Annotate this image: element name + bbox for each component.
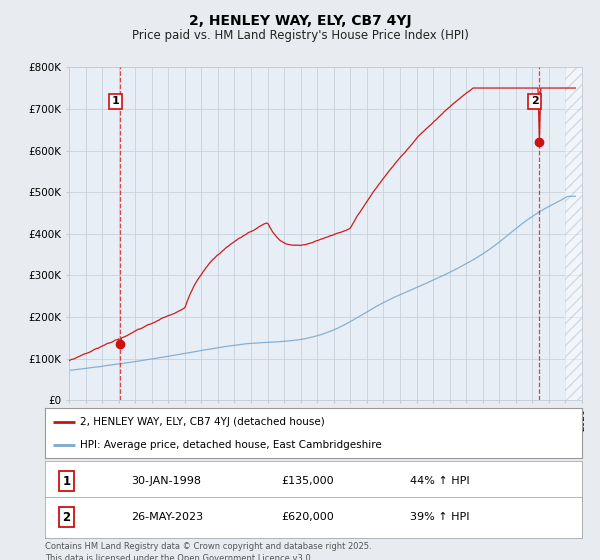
Text: 2: 2 [531,96,539,106]
Text: 1: 1 [112,96,120,106]
Text: HPI: Average price, detached house, East Cambridgeshire: HPI: Average price, detached house, East… [80,440,382,450]
Text: 39% ↑ HPI: 39% ↑ HPI [410,512,470,522]
Text: 1: 1 [62,474,71,488]
Bar [565,67,590,400]
Text: Price paid vs. HM Land Registry's House Price Index (HPI): Price paid vs. HM Land Registry's House … [131,29,469,42]
Text: 26-MAY-2023: 26-MAY-2023 [131,512,203,522]
Text: £620,000: £620,000 [281,512,334,522]
Text: Contains HM Land Registry data © Crown copyright and database right 2025.
This d: Contains HM Land Registry data © Crown c… [45,542,371,560]
Text: 2: 2 [62,511,71,524]
Text: 2, HENLEY WAY, ELY, CB7 4YJ: 2, HENLEY WAY, ELY, CB7 4YJ [188,14,412,28]
Text: 44% ↑ HPI: 44% ↑ HPI [410,476,470,486]
Text: £135,000: £135,000 [281,476,334,486]
Text: 30-JAN-1998: 30-JAN-1998 [131,476,201,486]
Text: 2, HENLEY WAY, ELY, CB7 4YJ (detached house): 2, HENLEY WAY, ELY, CB7 4YJ (detached ho… [80,417,325,427]
